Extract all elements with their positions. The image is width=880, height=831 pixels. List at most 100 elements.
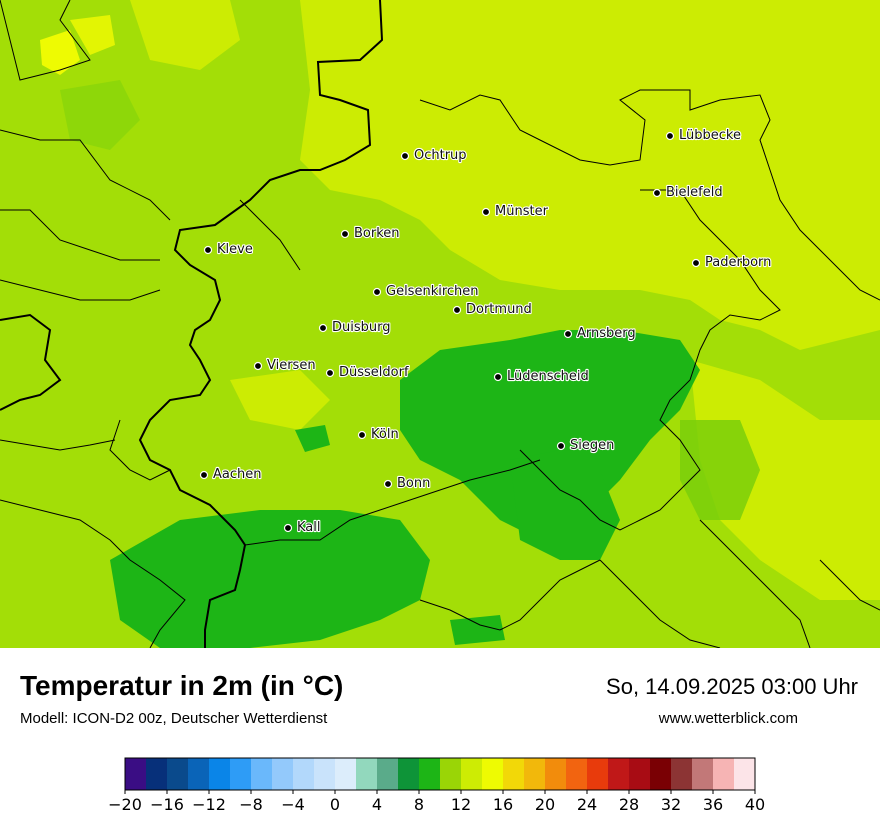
legend-tick-label: −16 [150, 795, 184, 814]
city-dot [652, 188, 662, 198]
city-label: Kall [297, 520, 321, 535]
city-bonn[interactable]: Bonn [383, 475, 431, 492]
cool-spot-rhine [295, 425, 330, 452]
legend-swatch [314, 758, 336, 790]
legend-tick-label: 24 [577, 795, 597, 814]
city-label: Bonn [397, 476, 430, 491]
city-viersen[interactable]: Viersen [253, 357, 317, 374]
legend-tick-label: 28 [619, 795, 639, 814]
city-luedenscheid[interactable]: Lüdenscheid [493, 368, 590, 385]
city-kall[interactable]: Kall [283, 519, 322, 536]
city-dot [199, 470, 209, 480]
city-dot [665, 131, 675, 141]
legend-swatch [377, 758, 399, 790]
city-label: Bielefeld [666, 185, 723, 200]
city-aachen[interactable]: Aachen [199, 466, 263, 483]
city-borken[interactable]: Borken [340, 225, 401, 242]
city-label: Lüdenscheid [507, 369, 589, 384]
city-dot [203, 245, 213, 255]
warm-area-north-patch [130, 0, 240, 70]
legend-swatch [629, 758, 651, 790]
city-label: Siegen [570, 438, 614, 453]
legend-swatch [524, 758, 546, 790]
legend-swatch [167, 758, 189, 790]
cool-area-sauerland [400, 330, 700, 540]
legend-swatch [608, 758, 630, 790]
legend-swatch [503, 758, 525, 790]
legend-tick-label: 0 [330, 795, 340, 814]
legend-swatch [566, 758, 588, 790]
legend-swatch [419, 758, 441, 790]
city-label: Arnsberg [577, 326, 636, 341]
warm-spot-northwest [40, 30, 80, 75]
legend-tick-label: −12 [192, 795, 226, 814]
city-ochtrup[interactable]: Ochtrup [400, 147, 468, 164]
city-dot [283, 523, 293, 533]
city-label: Paderborn [705, 255, 771, 270]
legend-swatch [713, 758, 735, 790]
city-paderborn[interactable]: Paderborn [691, 254, 772, 271]
city-dot [452, 305, 462, 315]
city-label: Duisburg [332, 320, 391, 335]
city-dot [556, 441, 566, 451]
city-label: Dortmund [466, 302, 532, 317]
legend-swatch [482, 758, 504, 790]
legend-tick-label: 36 [703, 795, 723, 814]
legend-swatch [272, 758, 294, 790]
city-markers: Lübbecke Ochtrup Bielefeld Münster Borke… [199, 127, 772, 536]
color-legend: −20 −16 −12 −8 −4 0 4 8 12 16 20 24 28 32 36 40 [0, 756, 880, 826]
city-label: Kleve [217, 242, 253, 257]
city-kleve[interactable]: Kleve [203, 241, 254, 258]
city-dot [340, 229, 350, 239]
legend-swatch [545, 758, 567, 790]
legend-tick-label: 20 [535, 795, 555, 814]
legend-swatch [398, 758, 420, 790]
city-dot [400, 151, 410, 161]
city-duisburg[interactable]: Duisburg [318, 319, 392, 336]
city-dot [253, 361, 263, 371]
cool-area-siegerland [510, 450, 620, 560]
city-bielefeld[interactable]: Bielefeld [652, 184, 724, 201]
legend-swatch [650, 758, 672, 790]
legend-swatch [734, 758, 756, 790]
city-arnsberg[interactable]: Arnsberg [563, 325, 637, 342]
warm-spot-northwest-2 [70, 15, 115, 55]
legend-swatch [230, 758, 252, 790]
legend-frame [124, 757, 756, 791]
city-siegen[interactable]: Siegen [556, 437, 615, 454]
legend-swatch [356, 758, 378, 790]
legend-swatch [461, 758, 483, 790]
legend-tick-label: 32 [661, 795, 681, 814]
city-koeln[interactable]: Köln [357, 426, 400, 443]
warm-area-northeast [300, 0, 880, 350]
legend-swatch [440, 758, 462, 790]
city-duesseldorf[interactable]: Düsseldorf [325, 364, 410, 381]
legend-tick-label: −20 [108, 795, 142, 814]
city-label: Borken [354, 226, 400, 241]
legend-swatch [188, 758, 210, 790]
legend-swatch [209, 758, 231, 790]
cool-spot-south [450, 615, 505, 645]
website-url[interactable]: www.wetterblick.com [658, 710, 798, 727]
city-gelsenkirchen[interactable]: Gelsenkirchen [372, 283, 480, 300]
city-label: Lübbecke [679, 128, 741, 143]
legend-swatch [293, 758, 315, 790]
legend-swatch [587, 758, 609, 790]
legend-tick-label: 8 [414, 795, 424, 814]
city-dortmund[interactable]: Dortmund [452, 301, 533, 318]
state-borders [0, 0, 880, 648]
map-footer: Temperatur in 2m (in °C) Modell: ICON-D2… [0, 648, 880, 830]
city-label: Aachen [213, 467, 261, 482]
city-dot [563, 329, 573, 339]
temperature-map[interactable]: Lübbecke Ochtrup Bielefeld Münster Borke… [0, 0, 880, 648]
city-label: Düsseldorf [339, 365, 409, 380]
city-label: Gelsenkirchen [386, 284, 479, 299]
legend-colorbar: −20 −16 −12 −8 −4 0 4 8 12 16 20 24 28 32 36 40 [108, 757, 765, 814]
legend-swatch [125, 758, 147, 790]
legend-tick-label: −4 [281, 795, 305, 814]
city-dot [481, 207, 491, 217]
city-muenster[interactable]: Münster [481, 203, 550, 220]
city-luebbecke[interactable]: Lübbecke [665, 127, 742, 144]
city-dot [493, 372, 503, 382]
legend-swatch [335, 758, 357, 790]
